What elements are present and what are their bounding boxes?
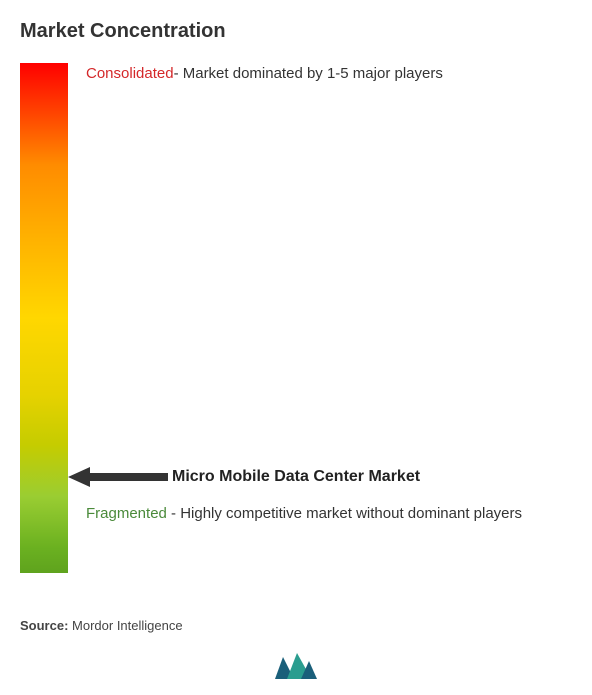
chart-content: Consolidated- Market dominated by 1-5 ma… [20,63,572,603]
fragmented-accent: Fragmented [86,505,167,522]
arrow-left-icon [68,465,168,489]
consolidated-label: Consolidated- Market dominated by 1-5 ma… [86,65,443,82]
mordor-intelligence-logo-icon [271,651,321,683]
market-name-label: Micro Mobile Data Center Market [172,468,420,486]
source-label: Source: [20,618,68,633]
concentration-gradient-bar [20,63,68,573]
chart-title: Market Concentration [20,20,572,43]
market-marker-row: Micro Mobile Data Center Market [68,465,420,489]
consolidated-accent: Consolidated [86,65,174,82]
fragmented-description: - Highly competitive market without domi… [167,505,522,522]
source-value: Mordor Intelligence [72,618,183,633]
labels-area: Consolidated- Market dominated by 1-5 ma… [68,63,572,603]
fragmented-label: Fragmented - Highly competitive market w… [86,503,572,526]
consolidated-description: - Market dominated by 1-5 major players [174,65,443,82]
source-attribution: Source: Mordor Intelligence [20,618,183,633]
